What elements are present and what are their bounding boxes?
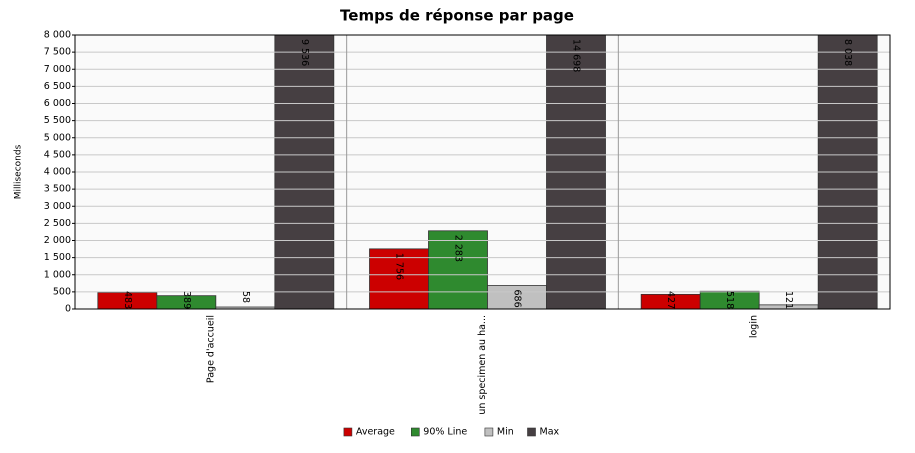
chart-title: Temps de réponse par page [340, 7, 574, 25]
y-tick-label: 500 [53, 286, 71, 297]
value-label: 2 283 [453, 235, 464, 262]
y-tick-label: 3 000 [44, 201, 71, 212]
value-label: 14 698 [571, 39, 582, 72]
y-tick-label: 3 500 [44, 184, 71, 195]
value-label: 1 756 [394, 253, 405, 280]
value-label: 483 [122, 291, 133, 309]
bar [817, 35, 878, 309]
legend-label: 90% Line [423, 427, 467, 438]
x-tick-label: Page d'accueil [205, 315, 216, 383]
value-label: 58 [240, 291, 251, 303]
bar [428, 230, 488, 309]
x-tick-label: un specimen au ha... [477, 315, 488, 415]
legend-label: Max [540, 427, 560, 438]
y-tick-label: 8 000 [44, 30, 71, 41]
y-tick-label: 6 500 [44, 81, 71, 92]
bar [156, 295, 217, 309]
y-tick-label: 1 000 [44, 269, 71, 280]
y-tick-label: 5 500 [44, 115, 71, 126]
y-tick-label: 2 500 [44, 218, 71, 229]
y-tick-label: 7 500 [44, 47, 71, 58]
legend-swatch [527, 427, 536, 437]
legend-swatch [484, 427, 494, 437]
value-label: 121 [783, 291, 794, 309]
y-tick-label: 5 000 [44, 132, 71, 143]
value-label: 389 [181, 291, 192, 309]
bar [699, 290, 760, 309]
legend-label: Min [497, 427, 514, 438]
y-tick-label: 4 500 [44, 149, 71, 160]
legend-swatch [410, 427, 420, 437]
bar [369, 248, 429, 309]
legend-swatch [343, 427, 353, 437]
y-tick-label: 1 500 [44, 252, 71, 263]
y-tick-label: 2 000 [44, 235, 71, 246]
plot-border [74, 34, 891, 310]
y-tick-label: 0 [65, 304, 71, 315]
value-label: 518 [724, 291, 735, 309]
y-axis-label: Milliseconds [14, 144, 24, 199]
value-label: 427 [665, 291, 676, 309]
value-label: 8 038 [842, 39, 853, 66]
legend-label: Average [356, 427, 395, 438]
y-tick-label: 4 000 [44, 167, 71, 178]
y-tick-label: 7 000 [44, 64, 71, 75]
value-label: 686 [512, 290, 523, 308]
value-label: 9 536 [299, 39, 310, 66]
y-tick-label: 6 000 [44, 98, 71, 109]
x-tick-label: login [749, 315, 760, 338]
